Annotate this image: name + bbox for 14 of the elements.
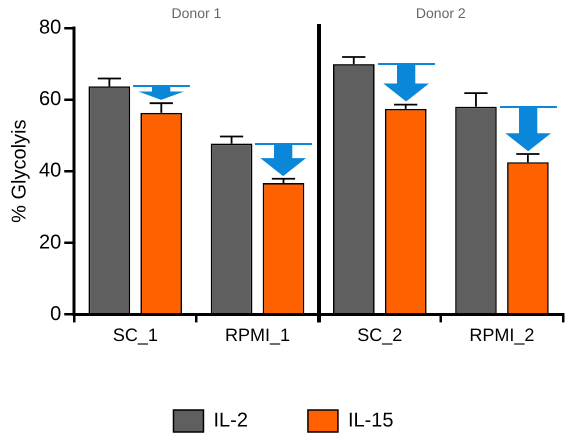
y-tick-label: 0 bbox=[50, 302, 62, 325]
y-axis-title: % Glycolyis bbox=[8, 120, 31, 223]
x-tick-label: SC_2 bbox=[357, 325, 402, 346]
text: Donor 1 bbox=[172, 4, 222, 21]
y-tick-label: 60 bbox=[38, 88, 62, 110]
x-tick-label: RPMI_1 bbox=[225, 325, 290, 346]
x-tick-label: RPMI_2 bbox=[469, 325, 534, 346]
legend-label: IL-2 bbox=[213, 410, 248, 432]
y-tick-label: 80 bbox=[38, 16, 62, 39]
y-tick-label: 20 bbox=[38, 231, 62, 254]
legend-label: IL-15 bbox=[348, 410, 394, 432]
x-tick-label: SC_1 bbox=[112, 325, 158, 346]
y-tick-label: 40 bbox=[38, 160, 62, 182]
text: Donor 2 bbox=[416, 4, 466, 21]
